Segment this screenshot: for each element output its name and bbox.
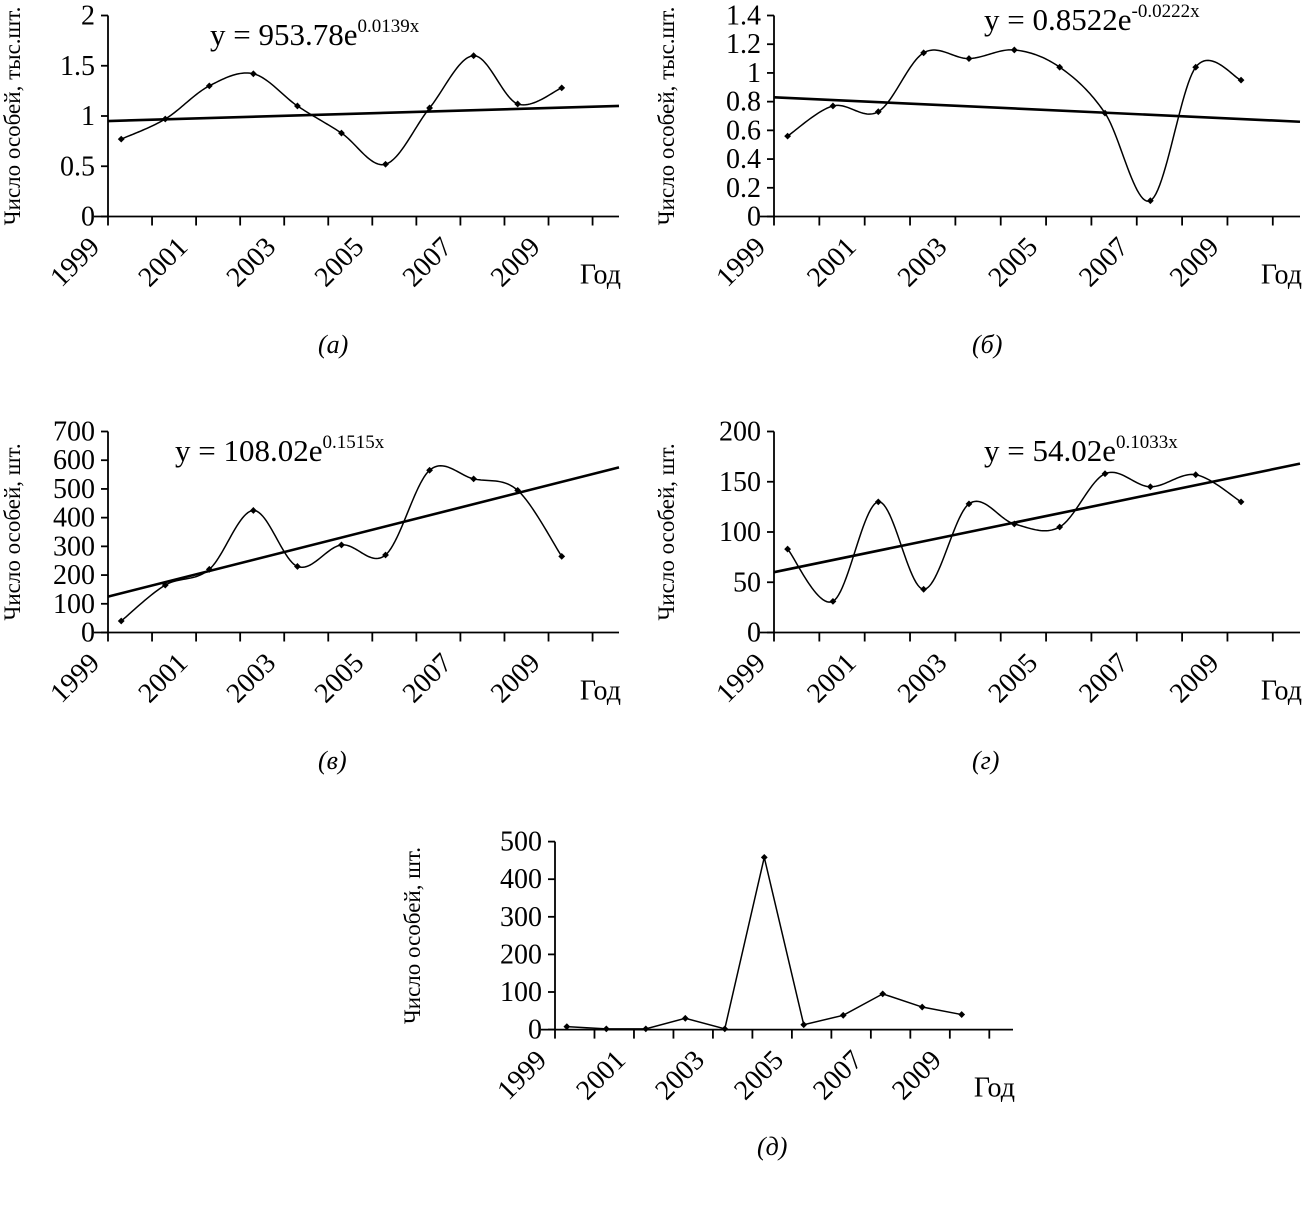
svg-text:500: 500 [500, 827, 542, 858]
svg-text:0: 0 [747, 202, 761, 233]
svg-text:2009: 2009 [1164, 648, 1226, 710]
svg-text:1999: 1999 [491, 1045, 553, 1107]
svg-text:2001: 2001 [133, 648, 195, 710]
svg-text:2003: 2003 [892, 232, 954, 294]
svg-text:100: 100 [53, 589, 95, 620]
svg-text:Год: Год [1261, 260, 1302, 291]
svg-text:300: 300 [500, 902, 542, 933]
svg-text:200: 200 [719, 417, 761, 448]
svg-text:Число особей, тыс.шт.: Число особей, тыс.шт. [654, 7, 679, 226]
svg-text:2001: 2001 [133, 232, 195, 294]
svg-text:200: 200 [500, 939, 542, 970]
svg-text:300: 300 [53, 531, 95, 562]
svg-text:Год: Год [580, 676, 621, 707]
svg-text:Число особей, шт.: Число особей, шт. [400, 847, 425, 1024]
svg-text:400: 400 [53, 503, 95, 534]
svg-text:1: 1 [747, 58, 761, 89]
svg-text:1.4: 1.4 [726, 1, 761, 32]
svg-text:0.8: 0.8 [726, 87, 761, 118]
svg-text:0.6: 0.6 [726, 115, 761, 146]
svg-text:700: 700 [53, 417, 95, 448]
svg-text:100: 100 [719, 517, 761, 548]
svg-text:2007: 2007 [807, 1045, 869, 1107]
svg-text:2001: 2001 [801, 648, 863, 710]
svg-text:0.4: 0.4 [726, 144, 761, 175]
svg-text:2003: 2003 [221, 648, 283, 710]
svg-text:400: 400 [500, 864, 542, 895]
svg-text:2005: 2005 [983, 648, 1045, 710]
svg-text:y = 953.78e0.0139x: y = 953.78e0.0139x [210, 16, 420, 52]
svg-text:200: 200 [53, 560, 95, 591]
svg-text:2007: 2007 [1073, 648, 1135, 710]
svg-text:1999: 1999 [710, 232, 772, 294]
svg-text:1.2: 1.2 [726, 29, 761, 60]
svg-text:1999: 1999 [44, 232, 106, 294]
svg-text:1999: 1999 [44, 648, 106, 710]
svg-text:0.5: 0.5 [60, 151, 95, 182]
svg-text:0: 0 [747, 618, 761, 649]
svg-text:2009: 2009 [485, 648, 547, 710]
svg-text:2005: 2005 [728, 1045, 790, 1107]
svg-text:Число особей, тыс.шт.: Число особей, тыс.шт. [0, 7, 25, 226]
svg-text:0.2: 0.2 [726, 173, 761, 204]
svg-text:y = 54.02e0.1033x: y = 54.02e0.1033x [984, 432, 1178, 468]
svg-text:2005: 2005 [309, 232, 371, 294]
svg-text:Год: Год [580, 260, 621, 291]
svg-text:600: 600 [53, 445, 95, 476]
svg-text:Число особей, шт.: Число особей, шт. [0, 443, 25, 620]
svg-text:2005: 2005 [983, 232, 1045, 294]
svg-text:2001: 2001 [801, 232, 863, 294]
svg-text:100: 100 [500, 977, 542, 1008]
svg-text:2003: 2003 [649, 1045, 711, 1107]
svg-text:2007: 2007 [1073, 232, 1135, 294]
svg-text:2005: 2005 [309, 648, 371, 710]
svg-text:1.5: 1.5 [60, 51, 95, 82]
svg-text:500: 500 [53, 474, 95, 505]
svg-text:50: 50 [733, 567, 761, 598]
svg-text:y = 108.02e0.1515x: y = 108.02e0.1515x [175, 432, 385, 468]
svg-text:2003: 2003 [892, 648, 954, 710]
svg-text:1999: 1999 [710, 648, 772, 710]
svg-text:2009: 2009 [1164, 232, 1226, 294]
svg-text:2009: 2009 [886, 1045, 948, 1107]
svg-text:150: 150 [719, 467, 761, 498]
svg-text:2: 2 [81, 1, 95, 32]
svg-text:2003: 2003 [221, 232, 283, 294]
svg-text:0: 0 [81, 618, 95, 649]
svg-text:2001: 2001 [570, 1045, 632, 1107]
svg-text:2007: 2007 [397, 232, 459, 294]
svg-text:y = 0.8522e-0.0222x: y = 0.8522e-0.0222x [984, 1, 1200, 37]
svg-text:2009: 2009 [485, 232, 547, 294]
svg-text:2007: 2007 [397, 648, 459, 710]
svg-text:Год: Год [974, 1073, 1015, 1104]
svg-text:0: 0 [81, 202, 95, 233]
svg-text:1: 1 [81, 101, 95, 132]
svg-text:Год: Год [1261, 676, 1302, 707]
svg-text:0: 0 [528, 1015, 542, 1046]
svg-text:Число особей, шт.: Число особей, шт. [654, 443, 679, 620]
